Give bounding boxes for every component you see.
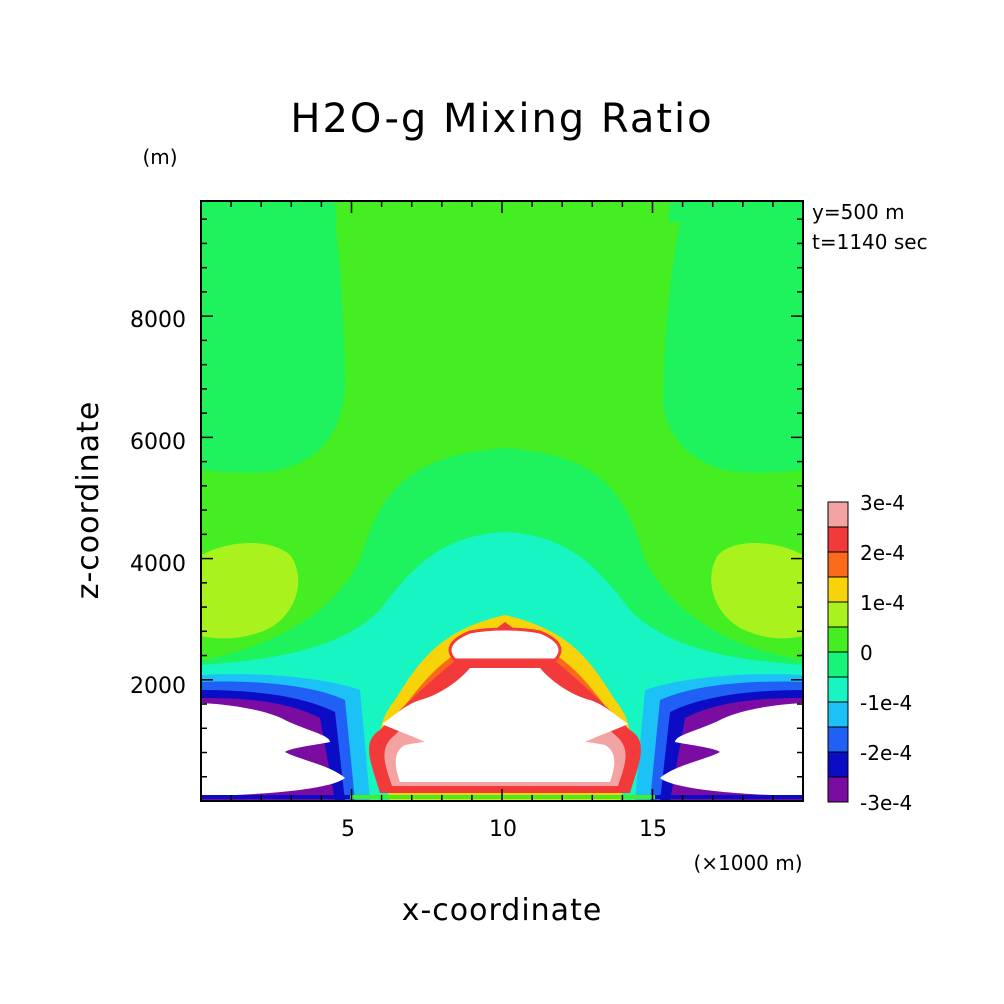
- tick-marks: [201, 201, 803, 801]
- y-tick-6000: 6000: [130, 430, 186, 455]
- y-unit-label: (m): [142, 145, 177, 169]
- colorbar-label: -2e-4: [860, 741, 912, 765]
- field-upper-left: [201, 201, 345, 473]
- colorbar-swatch: [827, 526, 849, 553]
- colorbar-label: 0: [860, 641, 873, 665]
- y-tick-8000: 8000: [130, 308, 186, 333]
- x-tick-5: 5: [341, 817, 355, 842]
- x-tick-15: 15: [639, 817, 667, 842]
- void-right: [660, 703, 803, 796]
- colorbar: 3e-4 2e-4 1e-4 0 -1e-4 -2e-4 -3e-4: [827, 491, 912, 815]
- y-axis-label: z-coordinate: [71, 401, 106, 600]
- colorbar-swatch: [827, 551, 849, 578]
- positive-patch-right: [711, 542, 803, 639]
- colorbar-swatch: [827, 776, 849, 803]
- colorbar-label: 2e-4: [860, 541, 905, 565]
- x-tick-labels: 5 10 15: [341, 817, 667, 842]
- colorbar-label: 3e-4: [860, 491, 905, 515]
- annotation-t: t=1140 sec: [812, 230, 928, 254]
- colorbar-swatch: [827, 576, 849, 603]
- void-center-upper: [450, 629, 560, 660]
- void-left: [201, 703, 345, 796]
- colorbar-swatch: [827, 751, 849, 778]
- x-axis-label: x-coordinate: [402, 893, 603, 928]
- positive-patch-left: [201, 542, 299, 639]
- void-center-lower: [382, 668, 628, 782]
- colorbar-swatch: [827, 651, 849, 678]
- annotation-y: y=500 m: [812, 200, 905, 224]
- y-tick-4000: 4000: [130, 552, 186, 577]
- field-center-column: [335, 222, 680, 450]
- colorbar-label: -1e-4: [860, 691, 912, 715]
- contour-plot: [200, 200, 804, 802]
- void-center-upper-rim: [448, 627, 562, 662]
- colorbar-swatch: [827, 701, 849, 728]
- colorbar-swatch: [827, 726, 849, 753]
- colorbar-swatch: [827, 676, 849, 703]
- y-tick-2000: 2000: [130, 674, 186, 699]
- chart-title: H2O-g Mixing Ratio: [290, 96, 713, 142]
- x-unit-label: (×1000 m): [693, 851, 802, 875]
- colorbar-label: -3e-4: [860, 791, 912, 815]
- colorbar-label: 1e-4: [860, 591, 905, 615]
- colorbar-swatch: [827, 601, 849, 628]
- y-tick-labels: 2000 4000 6000 8000: [130, 308, 186, 699]
- x-tick-10: 10: [489, 817, 517, 842]
- field-upper-right: [660, 201, 803, 473]
- colorbar-swatch: [827, 626, 849, 653]
- colorbar-swatch: [827, 501, 849, 528]
